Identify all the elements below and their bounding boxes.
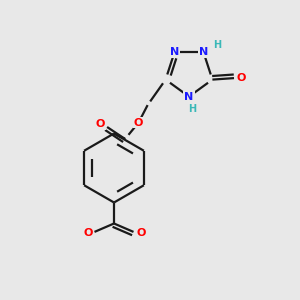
Text: O: O: [83, 228, 93, 239]
Text: H: H: [188, 104, 196, 114]
Text: O: O: [136, 228, 146, 239]
Text: N: N: [170, 47, 179, 57]
Text: O: O: [96, 119, 105, 129]
Text: O: O: [237, 73, 246, 83]
Text: O: O: [134, 118, 143, 128]
Text: H: H: [213, 40, 221, 50]
Text: N: N: [199, 47, 208, 57]
Text: N: N: [184, 92, 194, 102]
